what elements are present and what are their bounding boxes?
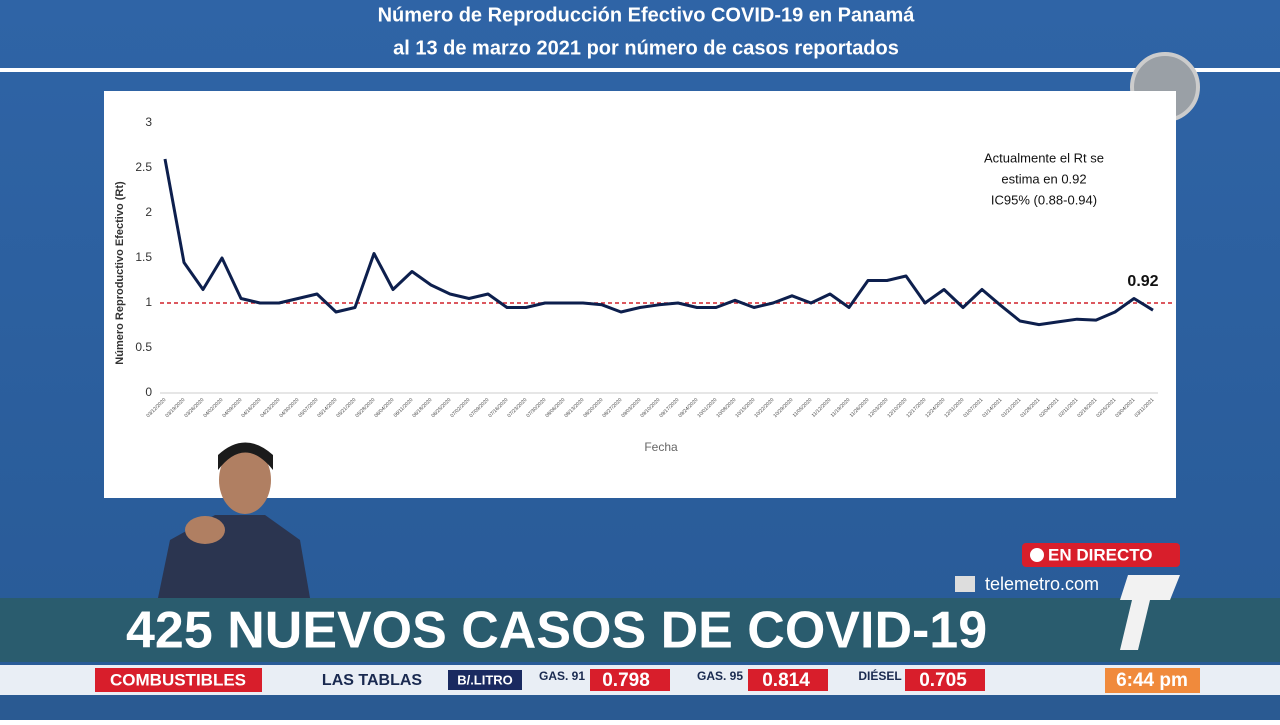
headline-band <box>0 598 1280 662</box>
y-tick-label: 3 <box>145 115 152 129</box>
y-tick-label: 1 <box>145 295 152 309</box>
divider <box>0 68 1280 72</box>
y-tick-label: 2.5 <box>135 160 152 174</box>
live-dot <box>1030 548 1044 562</box>
ticker-box <box>95 668 262 692</box>
price: 0.705 <box>919 670 967 691</box>
channel-logo <box>1120 575 1180 650</box>
annotation: estima en 0.92 <box>1001 171 1086 186</box>
x-axis-label: Fecha <box>644 440 678 454</box>
fuel: GAS. 91 <box>539 669 585 683</box>
ticker-box <box>590 669 670 691</box>
title: Número de Reproducción Efectivo COVID-19… <box>378 4 916 26</box>
fuel: DIÉSEL <box>858 668 901 683</box>
annotation: IC95% (0.88-0.94) <box>991 192 1097 207</box>
y-tick-label: 1.5 <box>135 250 152 264</box>
interpreter <box>158 442 310 598</box>
ticker-section: COMBUSTIBLES <box>110 670 246 689</box>
fuel: GAS. 95 <box>697 669 743 683</box>
annotation: Actualmente el Rt se <box>984 150 1104 165</box>
title: al 13 de marzo 2021 por número de casos … <box>393 37 899 59</box>
live-label: EN DIRECTO <box>1048 545 1153 564</box>
site-icon <box>955 576 975 592</box>
ticker-box <box>905 669 985 691</box>
bottom-strip <box>0 695 1280 720</box>
ticker-box <box>448 670 522 690</box>
price: 0.798 <box>602 670 650 691</box>
chart-panel <box>104 91 1176 498</box>
live-badge <box>1022 543 1180 567</box>
ticker-location: LAS TABLAS <box>322 672 422 689</box>
rt-line <box>163 158 1154 327</box>
price: 0.814 <box>762 670 810 691</box>
ticker-box <box>748 669 828 691</box>
clock: 6:44 pm <box>1116 670 1188 691</box>
headline: 425 NUEVOS CASOS DE COVID-19 <box>126 602 987 660</box>
y-tick-label: 2 <box>145 205 152 219</box>
end-label: 0.92 <box>1127 273 1158 290</box>
clock-box <box>1105 668 1200 693</box>
y-tick-label: 0.5 <box>135 340 152 354</box>
y-axis-label: Número Reproductivo Efectivo (Rt) <box>114 181 126 365</box>
ticker-unit: B/.LITRO <box>457 672 513 687</box>
site: telemetro.com <box>985 574 1099 594</box>
y-tick-label: 0 <box>145 385 152 399</box>
